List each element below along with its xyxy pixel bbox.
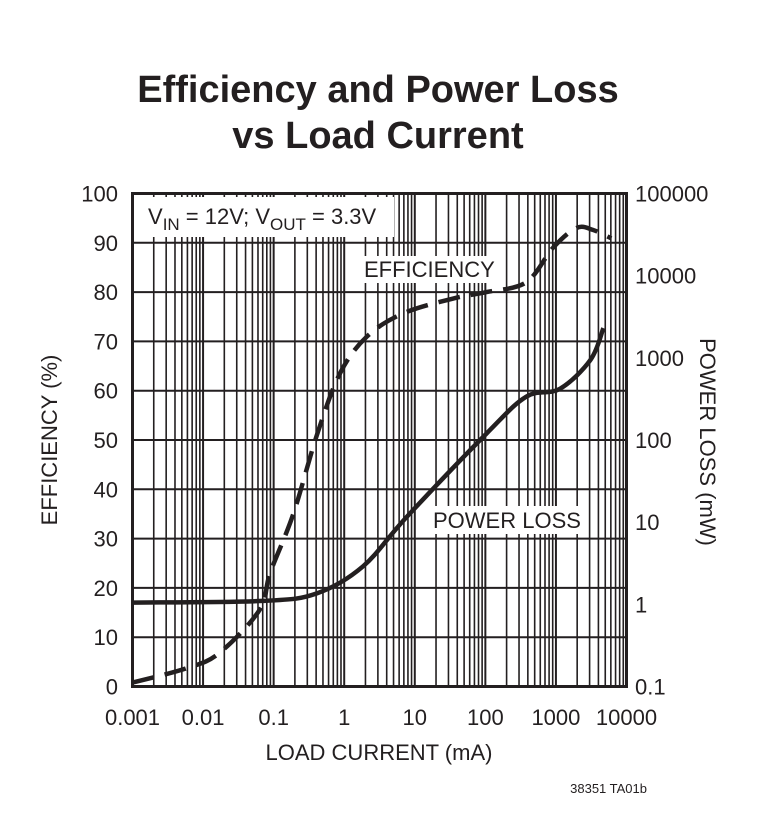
y2-tick-label: 1 [635, 592, 647, 617]
y-tick-label: 100 [81, 182, 118, 207]
efficiency-label-background [360, 256, 488, 283]
efficiency-series-label: EFFICIENCY [364, 257, 495, 282]
y2-tick-label: 1000 [635, 346, 684, 371]
y-tick-label: 50 [94, 428, 118, 453]
y2-tick-label: 100 [635, 428, 672, 453]
y-tick-label: 0 [106, 675, 118, 700]
y2-tick-label: 10 [635, 510, 659, 535]
condition-annotation: VIN = 12V; VOUT = 3.3V [140, 197, 394, 237]
curves [131, 224, 613, 685]
y-tick-label: 70 [94, 329, 118, 354]
x-tick-label: 10 [403, 705, 427, 730]
y2-axis-label: POWER LOSS (mW) [695, 338, 720, 546]
x-tick-label: 10000 [596, 705, 657, 730]
y-tick-label: 60 [94, 379, 118, 404]
y-tick-label: 30 [94, 527, 118, 552]
power-loss-label-background [430, 506, 582, 534]
x-tick-label: 0.01 [182, 705, 225, 730]
y-tick-label: 40 [94, 477, 118, 502]
y-tick-label: 10 [94, 625, 118, 650]
y-tick-label: 80 [94, 280, 118, 305]
chart-title-line-2: vs Load Current [232, 115, 524, 157]
plot-frame [131, 192, 628, 688]
chart-title-line-1: Efficiency and Power Loss [137, 69, 618, 111]
figure-id: 38351 TA01b [570, 781, 647, 796]
y2-tick-label: 10000 [635, 264, 696, 289]
annotation-text: VIN = 12V; VOUT = 3.3V [148, 204, 377, 234]
x-tick-label: 0.001 [105, 705, 160, 730]
x-tick-label: 100 [467, 705, 504, 730]
y2-tick-label: 0.1 [635, 675, 666, 700]
y-axis-label: EFFICIENCY (%) [37, 355, 62, 526]
tick-labels: 0.001 0.01 0.1 1 10 100 1000 100000102030405060… [81, 182, 708, 731]
y-tick-label: 20 [94, 576, 118, 601]
x-tick-label: 1000 [531, 705, 580, 730]
efficiency-curve [131, 224, 613, 685]
grid [131, 193, 627, 687]
power-loss-curve [132, 327, 606, 605]
power-loss-series-label: POWER LOSS [433, 508, 581, 533]
y-tick-label: 90 [94, 231, 118, 256]
y2-tick-label: 100000 [635, 182, 708, 207]
annotation-background [140, 197, 394, 237]
x-tick-label: 0.1 [258, 705, 289, 730]
x-axis-label: LOAD CURRENT (mA) [266, 740, 493, 765]
x-tick-label: 1 [338, 705, 350, 730]
